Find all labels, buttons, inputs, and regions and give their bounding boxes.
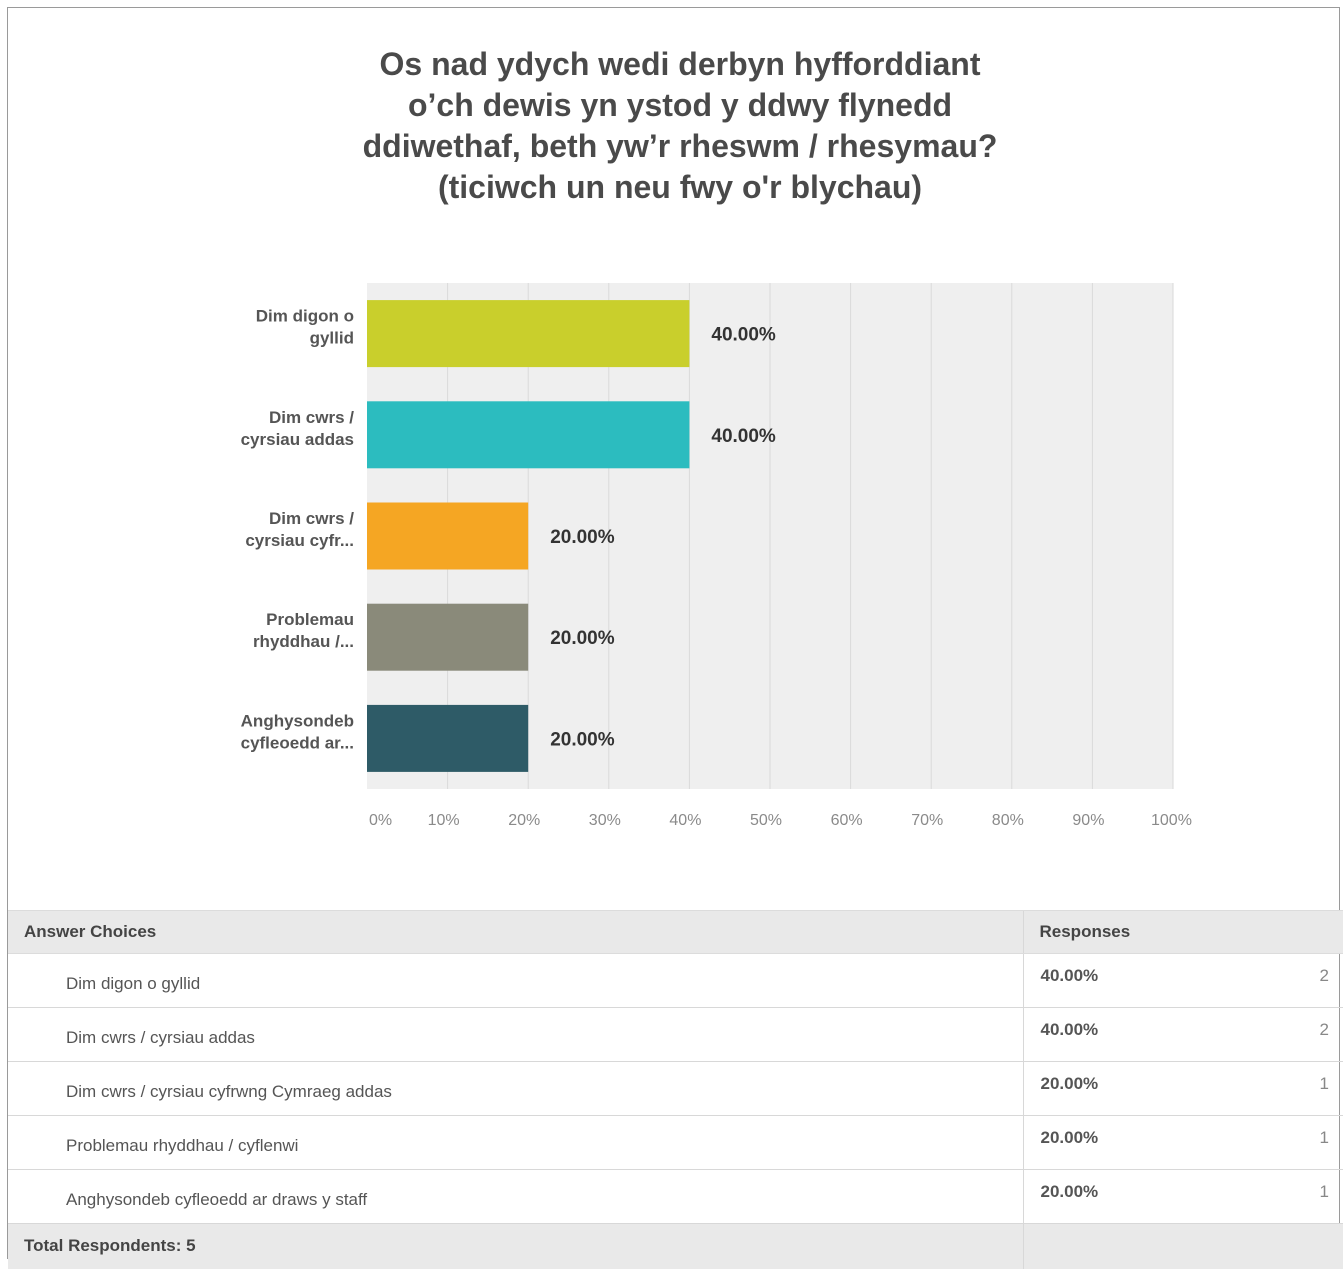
chart-title-line: (ticiwch un neu fwy o'r blychau) (437, 169, 923, 205)
header-responses: Responses (1022, 910, 1343, 954)
table-header-row: Answer Choices Responses (8, 910, 1343, 954)
chart-title: Os nad ydych wedi derbyn hyfforddiant o’… (330, 44, 1030, 208)
x-tick-label: 50% (750, 812, 782, 829)
x-tick-label: 60% (831, 812, 863, 829)
answer-choice: Problemau rhyddhau / cyflenwi (8, 1115, 1023, 1170)
bar (367, 502, 529, 570)
x-tick-label: 70% (911, 812, 943, 829)
data-label: 20.00% (550, 729, 615, 750)
response-count: 1 (1223, 1061, 1343, 1116)
response-percent: 20.00% (1022, 1115, 1223, 1170)
total-respondents: Total Respondents: 5 (8, 1223, 1023, 1269)
chart-title-line: ddiwethaf, beth yw’r rheswm / rhesymau? (362, 128, 998, 164)
answer-choice: Dim cwrs / cyrsiau addas (8, 1007, 1023, 1062)
bar-chart: 0% 10% 20% 30% 40% 50% 60% 70% 80% 90% 100% 40.00% D… (241, 283, 1192, 829)
table-row: Problemau rhyddhau / cyflenwi 20.00% 1 (8, 1115, 1343, 1170)
header-answer-choices: Answer Choices (8, 910, 1023, 954)
total-row: Total Respondents: 5 (8, 1223, 1343, 1269)
response-count: 1 (1223, 1115, 1343, 1170)
table-row: Dim cwrs / cyrsiau cyfrwng Cymraeg addas… (8, 1061, 1343, 1116)
chart-title-line: Os nad ydych wedi derbyn hyfforddiant (379, 46, 981, 82)
response-count: 2 (1223, 953, 1343, 1008)
data-label: 40.00% (711, 325, 776, 346)
category-label: Anghysondeb (241, 711, 354, 730)
results-table: Answer Choices Responses Dim digon o gyl… (8, 910, 1343, 1269)
category-label: rhyddhau /... (253, 632, 354, 651)
table-row: Dim digon o gyllid 40.00% 2 (8, 953, 1343, 1008)
category-label: cyfleoedd ar... (241, 733, 354, 752)
bar (367, 300, 690, 368)
answer-choice: Dim cwrs / cyrsiau cyfrwng Cymraeg addas (8, 1061, 1023, 1116)
category-label: cyrsiau addas (241, 430, 354, 449)
total-row-blank (1022, 1223, 1343, 1269)
answer-choice: Dim digon o gyllid (8, 953, 1023, 1008)
response-percent: 20.00% (1022, 1169, 1223, 1224)
response-percent: 40.00% (1022, 953, 1223, 1008)
bar (367, 704, 529, 772)
data-label: 20.00% (550, 628, 615, 649)
response-percent: 20.00% (1022, 1061, 1223, 1116)
category-label: cyrsiau cyfr... (245, 531, 354, 550)
x-tick-label: 100% (1151, 812, 1192, 829)
response-percent: 40.00% (1022, 1007, 1223, 1062)
table-row: Dim cwrs / cyrsiau addas 40.00% 2 (8, 1007, 1343, 1062)
x-tick-label: 10% (428, 812, 460, 829)
x-tick-label: 90% (1072, 812, 1104, 829)
answer-choice: Anghysondeb cyfleoedd ar draws y staff (8, 1169, 1023, 1224)
category-label: Dim cwrs / (269, 509, 354, 528)
bar (367, 401, 690, 469)
x-tick-label: 30% (589, 812, 621, 829)
category-label: Dim cwrs / (269, 408, 354, 427)
response-count: 2 (1223, 1007, 1343, 1062)
category-label: Problemau (266, 610, 354, 629)
data-label: 20.00% (550, 527, 615, 548)
response-count: 1 (1223, 1169, 1343, 1224)
table-row: Anghysondeb cyfleoedd ar draws y staff 2… (8, 1169, 1343, 1224)
bar (367, 603, 529, 671)
x-tick-label: 40% (669, 812, 701, 829)
x-tick-label: 0% (369, 812, 392, 829)
category-label: gyllid (310, 329, 354, 348)
x-tick-label: 20% (508, 812, 540, 829)
data-label: 40.00% (711, 426, 776, 447)
category-label: Dim digon o (256, 307, 354, 326)
chart-title-line: o’ch dewis yn ystod y ddwy flynedd (407, 87, 953, 123)
x-tick-label: 80% (992, 812, 1024, 829)
